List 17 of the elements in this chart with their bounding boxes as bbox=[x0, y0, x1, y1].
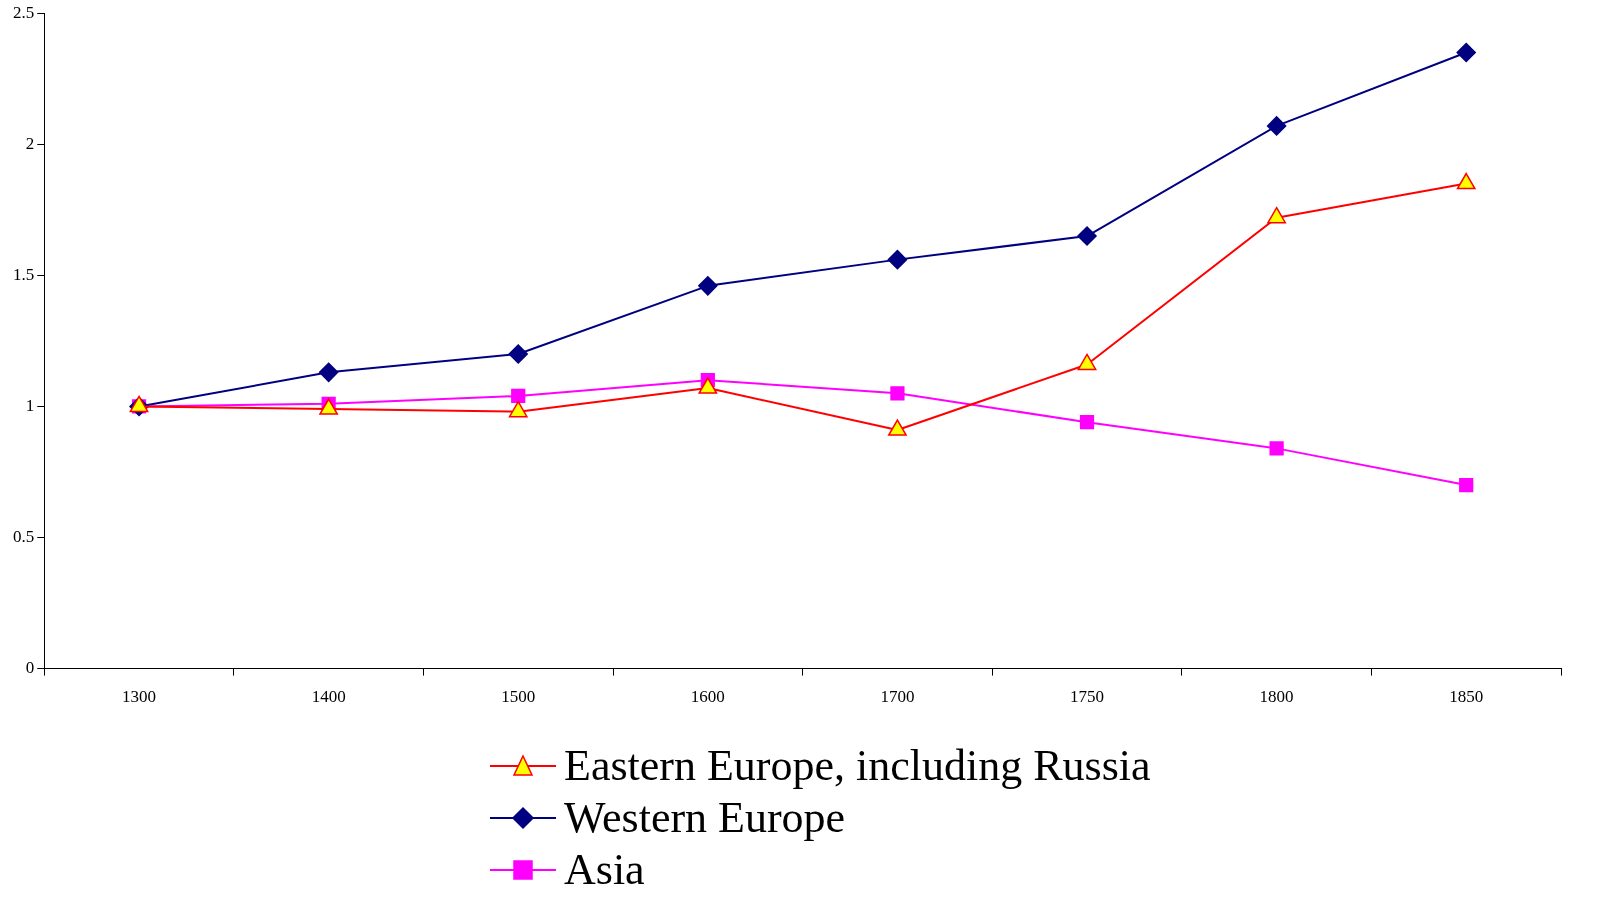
y-tick-label: 2 bbox=[25, 133, 35, 153]
x-tick-label: 1850 bbox=[1449, 687, 1484, 707]
legend-label: Western Europe bbox=[564, 792, 846, 844]
y-tick-label: 0.5 bbox=[13, 526, 35, 546]
x-tick-label: 1600 bbox=[690, 687, 725, 707]
x-tick-label: 1800 bbox=[1259, 687, 1294, 707]
y-tick-label: 1 bbox=[25, 395, 35, 415]
x-tick-label: 1400 bbox=[311, 687, 346, 707]
x-tick-label: 1300 bbox=[122, 687, 157, 707]
x-tick-label: 1750 bbox=[1070, 687, 1105, 707]
y-tick-label: 1.5 bbox=[13, 264, 35, 284]
x-tick-label: 1500 bbox=[501, 687, 536, 707]
x-tick-label: 1700 bbox=[880, 687, 915, 707]
legend-label: Asia bbox=[564, 844, 645, 896]
y-tick-label: 0 bbox=[25, 658, 35, 678]
y-tick-label: 2.5 bbox=[13, 2, 35, 22]
legend-label: Eastern Europe, including Russia bbox=[564, 740, 1151, 792]
